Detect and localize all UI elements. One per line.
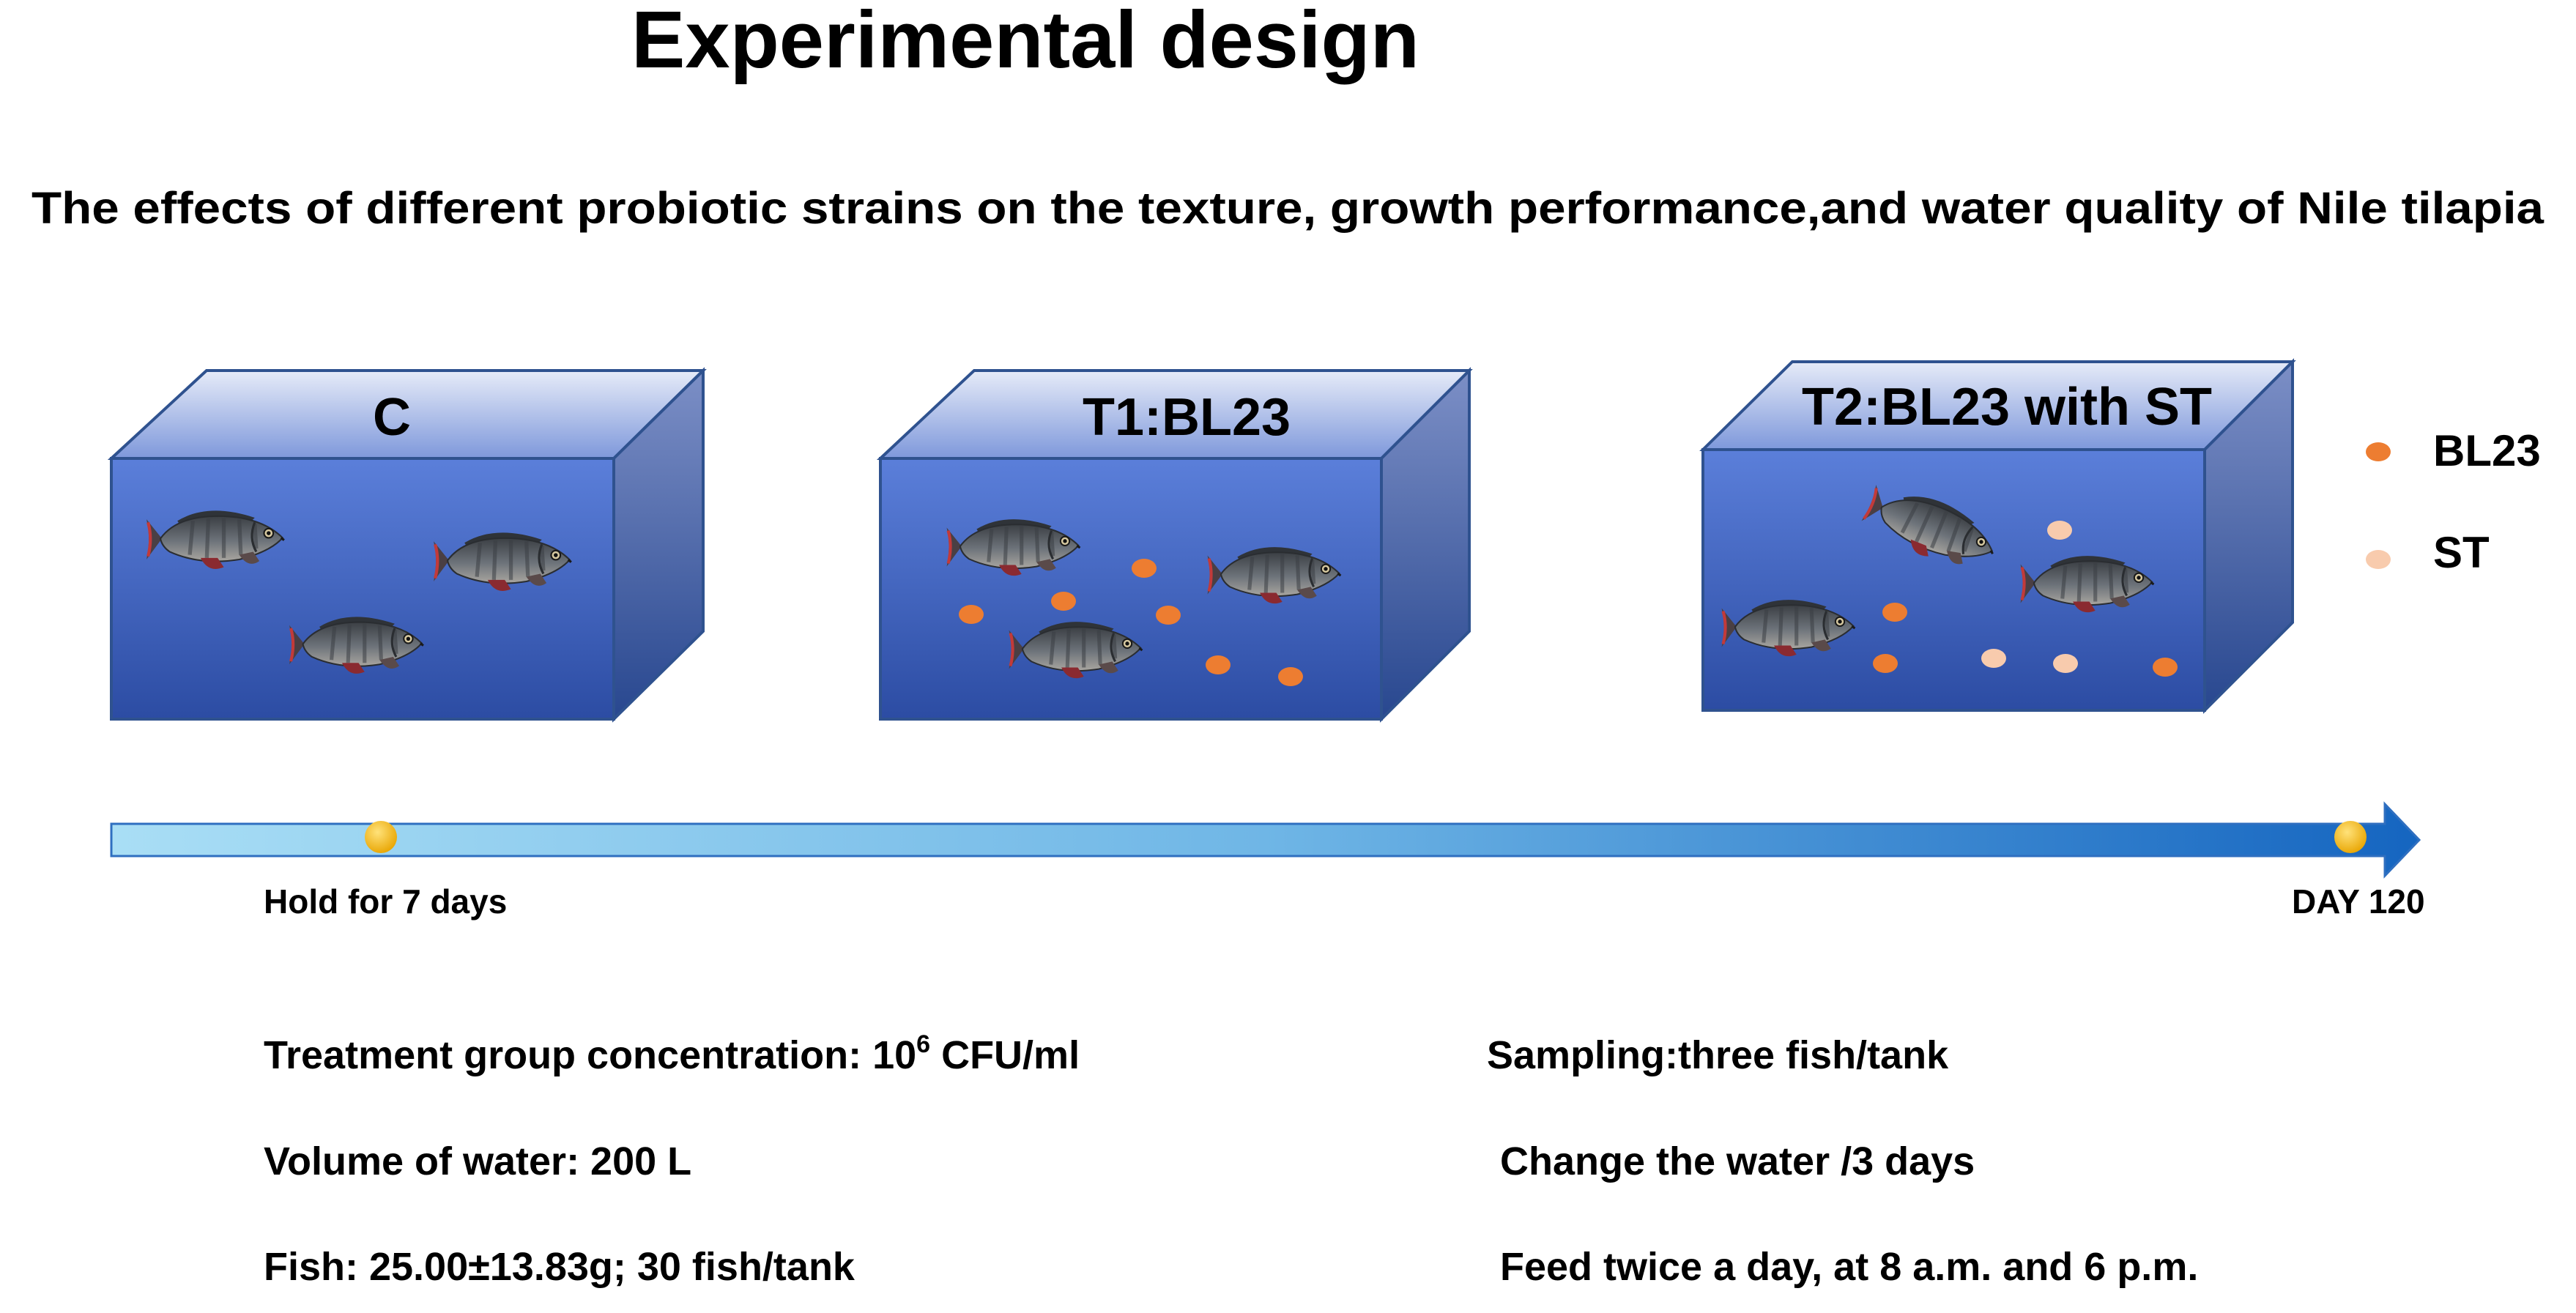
tank-label: T1:BL23	[1083, 388, 1291, 447]
detail-concentration-suffix: CFU/ml	[930, 1033, 1080, 1077]
timeline-start-label: Hold for 7 days	[264, 882, 507, 920]
tank-label: T2:BL23 with ST	[1802, 378, 2212, 436]
timeline-marker-start	[365, 821, 397, 853]
tank-label: C	[373, 388, 411, 447]
bl23-particle	[1278, 667, 1303, 686]
detail-sampling: Sampling:three fish/tank	[1487, 1033, 1949, 1077]
st-particle	[1981, 649, 2006, 668]
tank-control: C	[107, 367, 707, 723]
legend-swatch-bl23	[2366, 442, 2391, 461]
legend-label-bl23: BL23	[2433, 426, 2541, 475]
tank-t2: T2:BL23 with ST	[1699, 358, 2296, 714]
tank-front-face	[110, 457, 615, 721]
page-title: Experimental design	[631, 0, 1419, 85]
detail-concentration-exponent: 6	[916, 1030, 930, 1058]
detail-volume: Volume of water: 200 L	[264, 1139, 691, 1183]
page-subtitle: The effects of different probiotic strai…	[31, 183, 2545, 233]
timeline-arrow	[110, 801, 2421, 879]
bl23-particle	[1873, 654, 1898, 673]
detail-concentration: Treatment group concentration: 106 CFU/m…	[264, 1030, 1080, 1077]
detail-fish: Fish: 25.00±13.83g; 30 fish/tank	[264, 1245, 855, 1289]
tank-t1: T1:BL23	[876, 367, 1473, 723]
bl23-particle	[959, 605, 984, 624]
details-left: Treatment group concentration: 106 CFU/m…	[264, 1030, 1080, 1289]
st-particle	[2047, 521, 2072, 540]
timeline-end-label: DAY 120	[2292, 882, 2425, 920]
legend-swatch-st	[2366, 550, 2391, 569]
bl23-particle	[1206, 655, 1231, 674]
timeline-marker-end	[2334, 821, 2367, 853]
legend-label-st: ST	[2433, 528, 2490, 577]
bl23-particle	[1156, 606, 1181, 625]
st-particle	[2053, 654, 2078, 673]
bl23-particle	[1132, 559, 1157, 578]
legend: BL23 ST	[2366, 426, 2541, 577]
detail-feeding: Feed twice a day, at 8 a.m. and 6 p.m.	[1500, 1245, 2198, 1289]
detail-water-change: Change the water /3 days	[1500, 1139, 1975, 1183]
detail-concentration-prefix: Treatment group concentration: 10	[264, 1033, 916, 1077]
bl23-particle	[1882, 603, 1907, 622]
details-right: Sampling:three fish/tank Change the wate…	[1487, 1033, 2198, 1289]
timeline: Hold for 7 days DAY 120	[110, 801, 2425, 920]
bl23-particle	[1051, 592, 1076, 611]
bl23-particle	[2153, 658, 2178, 677]
